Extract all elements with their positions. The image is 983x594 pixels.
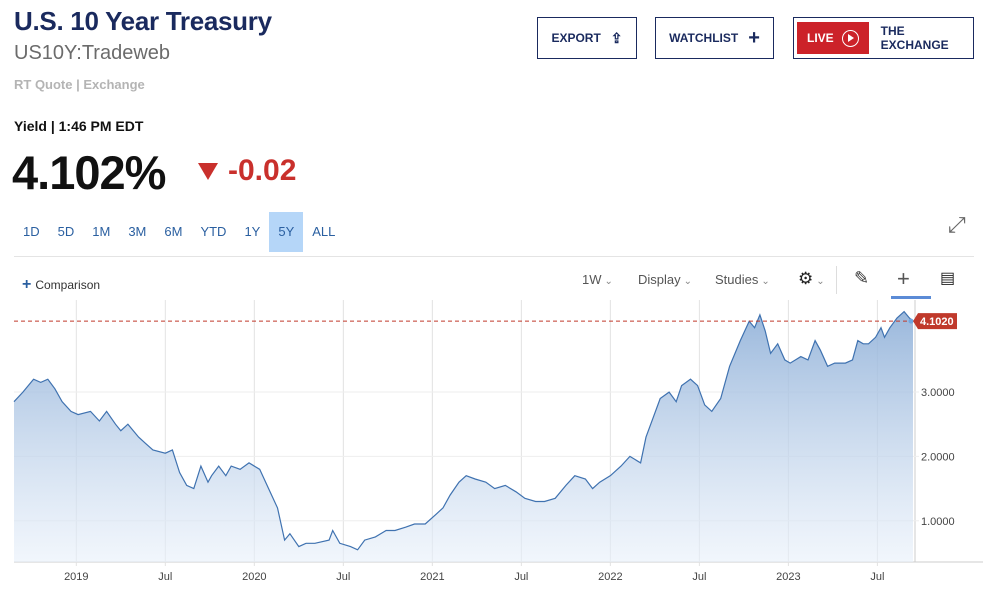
- chevron-down-icon: ⌄: [816, 276, 825, 287]
- studies-dropdown[interactable]: Studies ⌄: [715, 272, 770, 287]
- display-dropdown[interactable]: Display ⌄: [638, 272, 692, 287]
- range-5d[interactable]: 5D: [57, 224, 75, 239]
- divider: [14, 256, 974, 257]
- chevron-down-icon: ⌄: [683, 276, 693, 287]
- change-value: -0.02: [228, 154, 297, 187]
- last-value-label: 4.1020: [920, 316, 954, 328]
- draw-pencil-icon[interactable]: ✎: [854, 268, 870, 288]
- quote-source: RT Quote | Exchange: [14, 77, 145, 92]
- y-tick-label: 2.0000: [921, 451, 955, 463]
- export-label: EXPORT: [551, 31, 601, 45]
- comparison-label: Comparison: [35, 278, 101, 292]
- down-arrow-icon: [198, 162, 218, 180]
- studies-label: Studies: [715, 272, 759, 287]
- watchlist-button[interactable]: WATCHLIST +: [655, 17, 774, 59]
- chevron-down-icon: ⌄: [761, 276, 770, 287]
- x-tick-label: 2019: [64, 571, 88, 583]
- export-button[interactable]: EXPORT ⇪: [537, 17, 637, 59]
- x-tick-label: Jul: [692, 571, 706, 583]
- range-all[interactable]: ALL: [312, 224, 336, 239]
- comparison-button[interactable]: + Comparison: [22, 276, 100, 294]
- interval-dropdown[interactable]: 1W ⌄: [582, 272, 613, 287]
- watchlist-label: WATCHLIST: [669, 31, 739, 45]
- x-tick-label: 2020: [242, 571, 266, 583]
- expand-icon[interactable]: ⤢: [948, 212, 966, 237]
- range-ytd[interactable]: YTD: [200, 224, 227, 239]
- yield-area: [14, 311, 913, 562]
- plus-icon: +: [22, 276, 32, 293]
- display-label: Display: [638, 272, 681, 287]
- interval-label: 1W: [582, 272, 602, 287]
- range-1y[interactable]: 1Y: [244, 224, 261, 239]
- comment-icon[interactable]: ▤: [940, 270, 956, 287]
- toolbar-separator: [836, 266, 837, 294]
- settings-dropdown[interactable]: ⚙ ⌄: [798, 269, 825, 289]
- crosshair-active-indicator: [891, 296, 931, 299]
- y-tick-label: 3.0000: [921, 387, 955, 399]
- play-icon: [841, 29, 859, 47]
- yield-line: [13, 310, 914, 551]
- exchange-label: THE EXCHANGE: [880, 24, 949, 52]
- symbol: US10Y:Tradeweb: [14, 42, 171, 64]
- last-value-dot: [908, 318, 914, 324]
- x-tick-label: 2021: [420, 571, 444, 583]
- range-5y[interactable]: 5Y: [269, 212, 304, 252]
- x-tick-label: Jul: [514, 571, 528, 583]
- gear-icon: ⚙: [798, 269, 814, 288]
- x-tick-label: 2023: [776, 571, 800, 583]
- crosshair-icon[interactable]: +: [897, 266, 910, 291]
- live-badge: LIVE: [797, 22, 869, 54]
- upload-icon: ⇪: [610, 29, 623, 46]
- y-tick-label: 1.0000: [921, 516, 955, 528]
- yield-label: Yield | 1:46 PM EDT: [14, 118, 144, 134]
- live-exchange-button[interactable]: LIVE THE EXCHANGE: [793, 17, 974, 59]
- plus-icon: +: [748, 26, 760, 49]
- range-1d[interactable]: 1D: [23, 224, 40, 239]
- price-change: -0.02: [198, 154, 296, 188]
- range-1m[interactable]: 1M: [92, 224, 111, 239]
- x-tick-label: 2022: [598, 571, 622, 583]
- x-tick-label: Jul: [336, 571, 350, 583]
- page-title: U.S. 10 Year Treasury: [14, 6, 272, 36]
- range-selector: 1D 5D 1M 3M 6M YTD 1Y 5Y ALL: [14, 212, 344, 252]
- range-6m[interactable]: 6M: [164, 224, 183, 239]
- x-tick-label: Jul: [870, 571, 884, 583]
- live-label: LIVE: [807, 31, 834, 45]
- price: 4.102%: [12, 146, 166, 199]
- range-3m[interactable]: 3M: [128, 224, 147, 239]
- x-tick-label: Jul: [158, 571, 172, 583]
- chevron-down-icon: ⌄: [604, 276, 613, 287]
- last-value-badge: [913, 313, 957, 330]
